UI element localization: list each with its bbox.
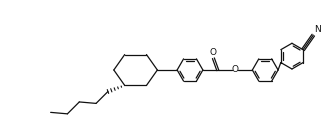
Text: N: N (314, 25, 321, 34)
Text: O: O (210, 48, 217, 57)
Text: O: O (231, 66, 238, 75)
